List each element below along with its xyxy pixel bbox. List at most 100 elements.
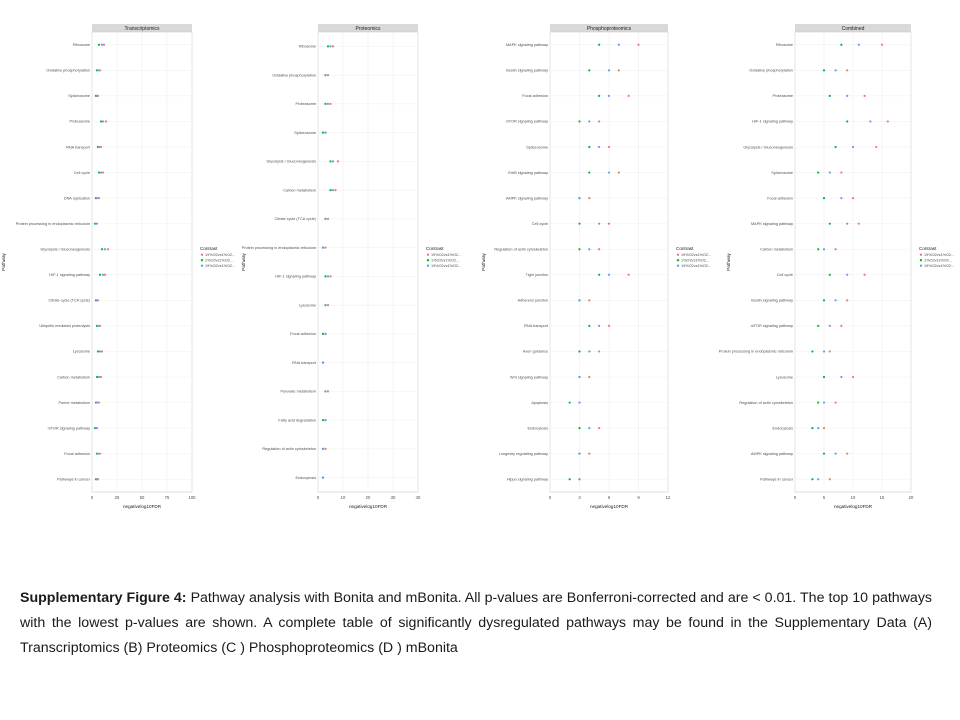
data-point (598, 145, 601, 149)
data-point (98, 452, 102, 455)
y-tick-label: Focal adhesion (767, 196, 793, 200)
data-point (96, 69, 100, 72)
data-point (578, 248, 581, 251)
y-axis-title: Pathway (241, 252, 246, 270)
y-tick-label: Proteasome (70, 120, 90, 124)
data-point (102, 43, 106, 46)
y-tick-label: HIF-1 signaling pathway (752, 120, 793, 124)
data-point (97, 375, 101, 379)
y-tick-label: Purine metabolism (59, 401, 90, 405)
legend-title: Contrast (676, 246, 694, 251)
y-tick-label: Spliceosome (526, 145, 548, 149)
data-point (880, 43, 884, 46)
data-point (578, 427, 581, 430)
chart-title: Phosphoproteomics (587, 26, 632, 32)
y-tick-label: Lysosome (776, 375, 793, 379)
y-tick-label: Oxidative phosphorylation (46, 69, 90, 73)
data-point (100, 43, 104, 46)
y-tick-label: Protein processing in endoplasmic reticu… (242, 246, 316, 250)
data-point (857, 43, 860, 46)
y-tick-label: Adherens junction (518, 299, 548, 303)
caption-label: Supplementary Figure 4: (20, 590, 187, 606)
data-point (578, 222, 581, 225)
chart-panel-transcriptomics: Transcriptomics 0 25 50 75 100 Ribosome Oxidati… (1, 24, 235, 509)
data-point (846, 120, 849, 123)
y-tick-label: Pyruvate metabolism (281, 390, 316, 394)
data-point (329, 275, 332, 278)
chart-panel-proteomics: Proteomics 0 10 20 30 40 Ribosome Oxidative pho… (241, 24, 461, 509)
data-point (598, 94, 601, 97)
data-point (103, 273, 107, 276)
data-point (98, 350, 102, 353)
data-point (98, 324, 102, 327)
x-tick-label: 5 (823, 495, 826, 500)
data-point (321, 131, 325, 134)
legend-title: Contrast (919, 246, 937, 251)
data-point (97, 171, 101, 174)
data-point (607, 69, 611, 72)
y-tick-label: HIF-1 signaling pathway (275, 275, 316, 279)
y-tick-label: Spliceosome (68, 94, 90, 98)
chart-panel-combined: Combined 0 5 10 15 20 Ribosome Oxidative phosph… (719, 24, 954, 509)
facet-strip (795, 24, 911, 32)
data-point (840, 375, 843, 379)
y-tick-label: Spliceosome (294, 131, 316, 135)
data-point (588, 145, 591, 149)
y-tick-label: mTOR signaling pathway (751, 324, 793, 328)
x-tick-label: 15 (880, 495, 885, 500)
legend-swatch (676, 253, 680, 256)
data-point (331, 160, 335, 163)
y-tick-label: Oxidative phosphorylation (749, 69, 793, 73)
data-point (851, 197, 855, 200)
x-tick-label: 0 (317, 495, 320, 500)
data-point (321, 447, 325, 450)
data-point (627, 273, 630, 276)
data-point (324, 131, 327, 134)
x-tick-label: 0 (794, 495, 797, 500)
data-point (822, 401, 826, 404)
y-tick-label: RNA transport (292, 361, 317, 365)
data-point (834, 145, 837, 149)
y-tick-label: Regulation of actin cytoskeleton (494, 248, 548, 252)
data-point (598, 324, 601, 327)
data-point (637, 43, 640, 46)
data-point (846, 222, 849, 225)
data-point (617, 43, 620, 46)
data-point (851, 145, 855, 149)
data-point (598, 120, 601, 123)
y-tick-label: Cell cycle (777, 273, 793, 277)
data-point (101, 273, 105, 276)
data-point (828, 94, 831, 97)
legend-label: 1%O2vs1%O2... (924, 259, 952, 263)
data-point (598, 43, 601, 46)
y-tick-label: Pathways in cancer (760, 478, 794, 482)
legend-label: 19%O2vs1%O2... (681, 264, 711, 268)
y-axis-title: Pathway (1, 252, 6, 270)
x-axis-title: negativelog10FDR (349, 504, 388, 509)
data-point (828, 350, 831, 353)
data-point (326, 304, 330, 307)
y-tick-label: Glycolysis / Gluconeogenesis (266, 160, 316, 164)
x-axis-title: negativelog10FDR (590, 504, 629, 509)
x-tick-label: 100 (189, 495, 197, 500)
y-axis-title: Pathway (726, 252, 731, 270)
y-tick-label: Pathways in cancer (57, 478, 91, 482)
data-point (329, 102, 332, 105)
y-tick-label: Fatty acid degradation (278, 418, 316, 422)
data-point (326, 74, 330, 77)
y-tick-label: Endocytosis (528, 426, 549, 430)
data-point (99, 145, 103, 149)
y-tick-label: HIF-1 signaling pathway (49, 273, 90, 277)
data-point (324, 217, 327, 220)
y-tick-label: Regulation of actin cytoskeleton (262, 447, 316, 451)
data-point (568, 401, 571, 404)
data-point (588, 324, 591, 327)
data-point (588, 375, 591, 379)
data-point (329, 160, 332, 163)
data-point (95, 94, 99, 97)
facet-strip (318, 24, 418, 32)
y-tick-label: Proteasome (296, 102, 316, 106)
legend-swatch (200, 253, 204, 256)
x-tick-label: 25 (115, 495, 120, 500)
data-point (846, 452, 849, 455)
